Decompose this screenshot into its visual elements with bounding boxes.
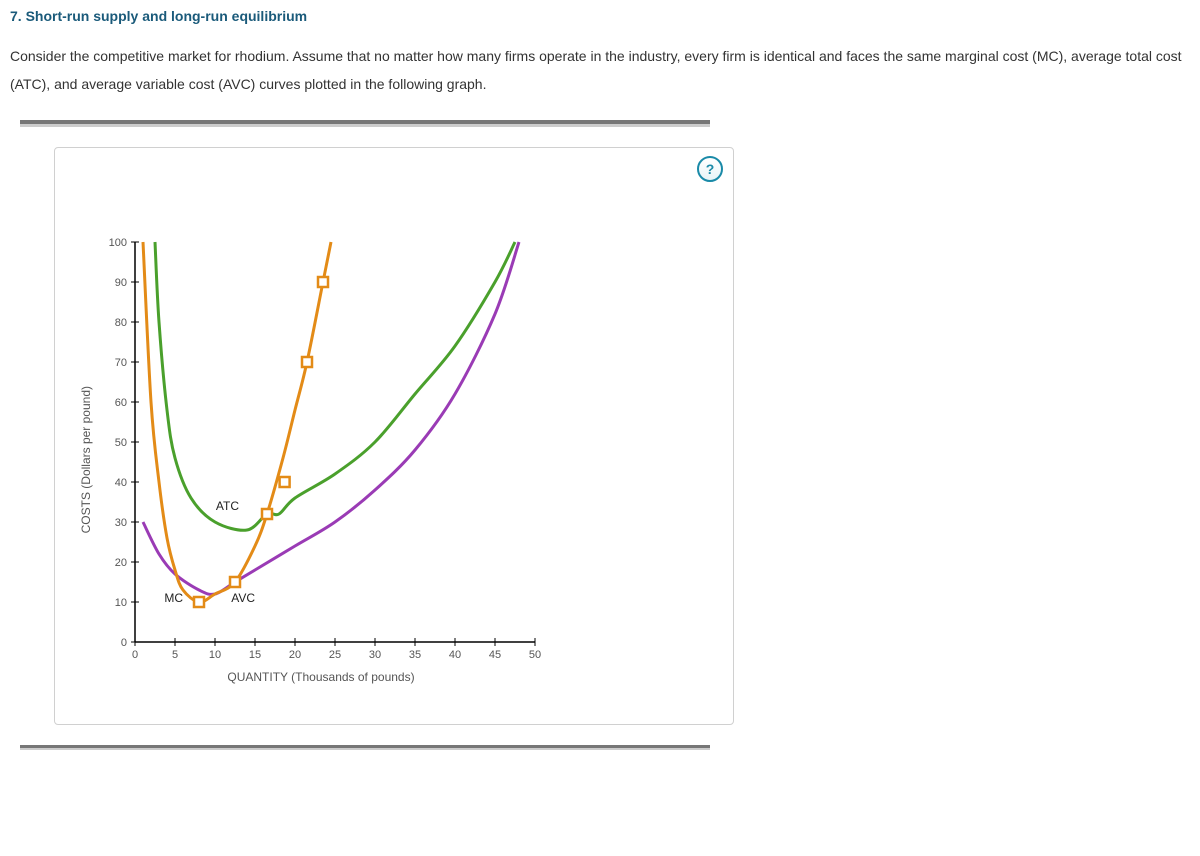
svg-text:10: 10	[209, 649, 221, 661]
svg-text:100: 100	[109, 237, 127, 249]
svg-text:30: 30	[115, 517, 127, 529]
svg-text:80: 80	[115, 317, 127, 329]
svg-text:0: 0	[121, 637, 127, 649]
svg-text:60: 60	[115, 397, 127, 409]
help-icon[interactable]: ?	[697, 156, 723, 182]
svg-text:10: 10	[115, 597, 127, 609]
svg-text:40: 40	[115, 477, 127, 489]
svg-text:ATC: ATC	[216, 499, 239, 513]
svg-text:40: 40	[449, 649, 461, 661]
x-axis-label: QUANTITY (Thousands of pounds)	[101, 670, 541, 684]
graph-card: ? COSTS (Dollars per pound) 010203040506…	[54, 147, 734, 725]
svg-text:MC: MC	[164, 591, 183, 605]
svg-text:0: 0	[132, 649, 138, 661]
y-axis-label: COSTS (Dollars per pound)	[79, 386, 93, 533]
svg-text:90: 90	[115, 277, 127, 289]
svg-text:25: 25	[329, 649, 341, 661]
question-body: Consider the competitive market for rhod…	[10, 42, 1190, 98]
svg-text:15: 15	[249, 649, 261, 661]
svg-text:50: 50	[529, 649, 541, 661]
page-title: 7. Short-run supply and long-run equilib…	[10, 8, 1190, 24]
cost-curves-chart[interactable]: 0 10 20 30 40 50 60 70 80 90 100 0 5 10 15 20 25 30 35 40 45…	[101, 236, 541, 664]
svg-text:20: 20	[115, 557, 127, 569]
svg-text:35: 35	[409, 649, 421, 661]
svg-text:45: 45	[489, 649, 501, 661]
svg-text:50: 50	[115, 437, 127, 449]
bottom-divider	[20, 745, 710, 750]
svg-text:70: 70	[115, 357, 127, 369]
top-divider	[20, 120, 710, 127]
svg-text:30: 30	[369, 649, 381, 661]
svg-text:AVC: AVC	[231, 591, 255, 605]
svg-text:20: 20	[289, 649, 301, 661]
svg-text:5: 5	[172, 649, 178, 661]
